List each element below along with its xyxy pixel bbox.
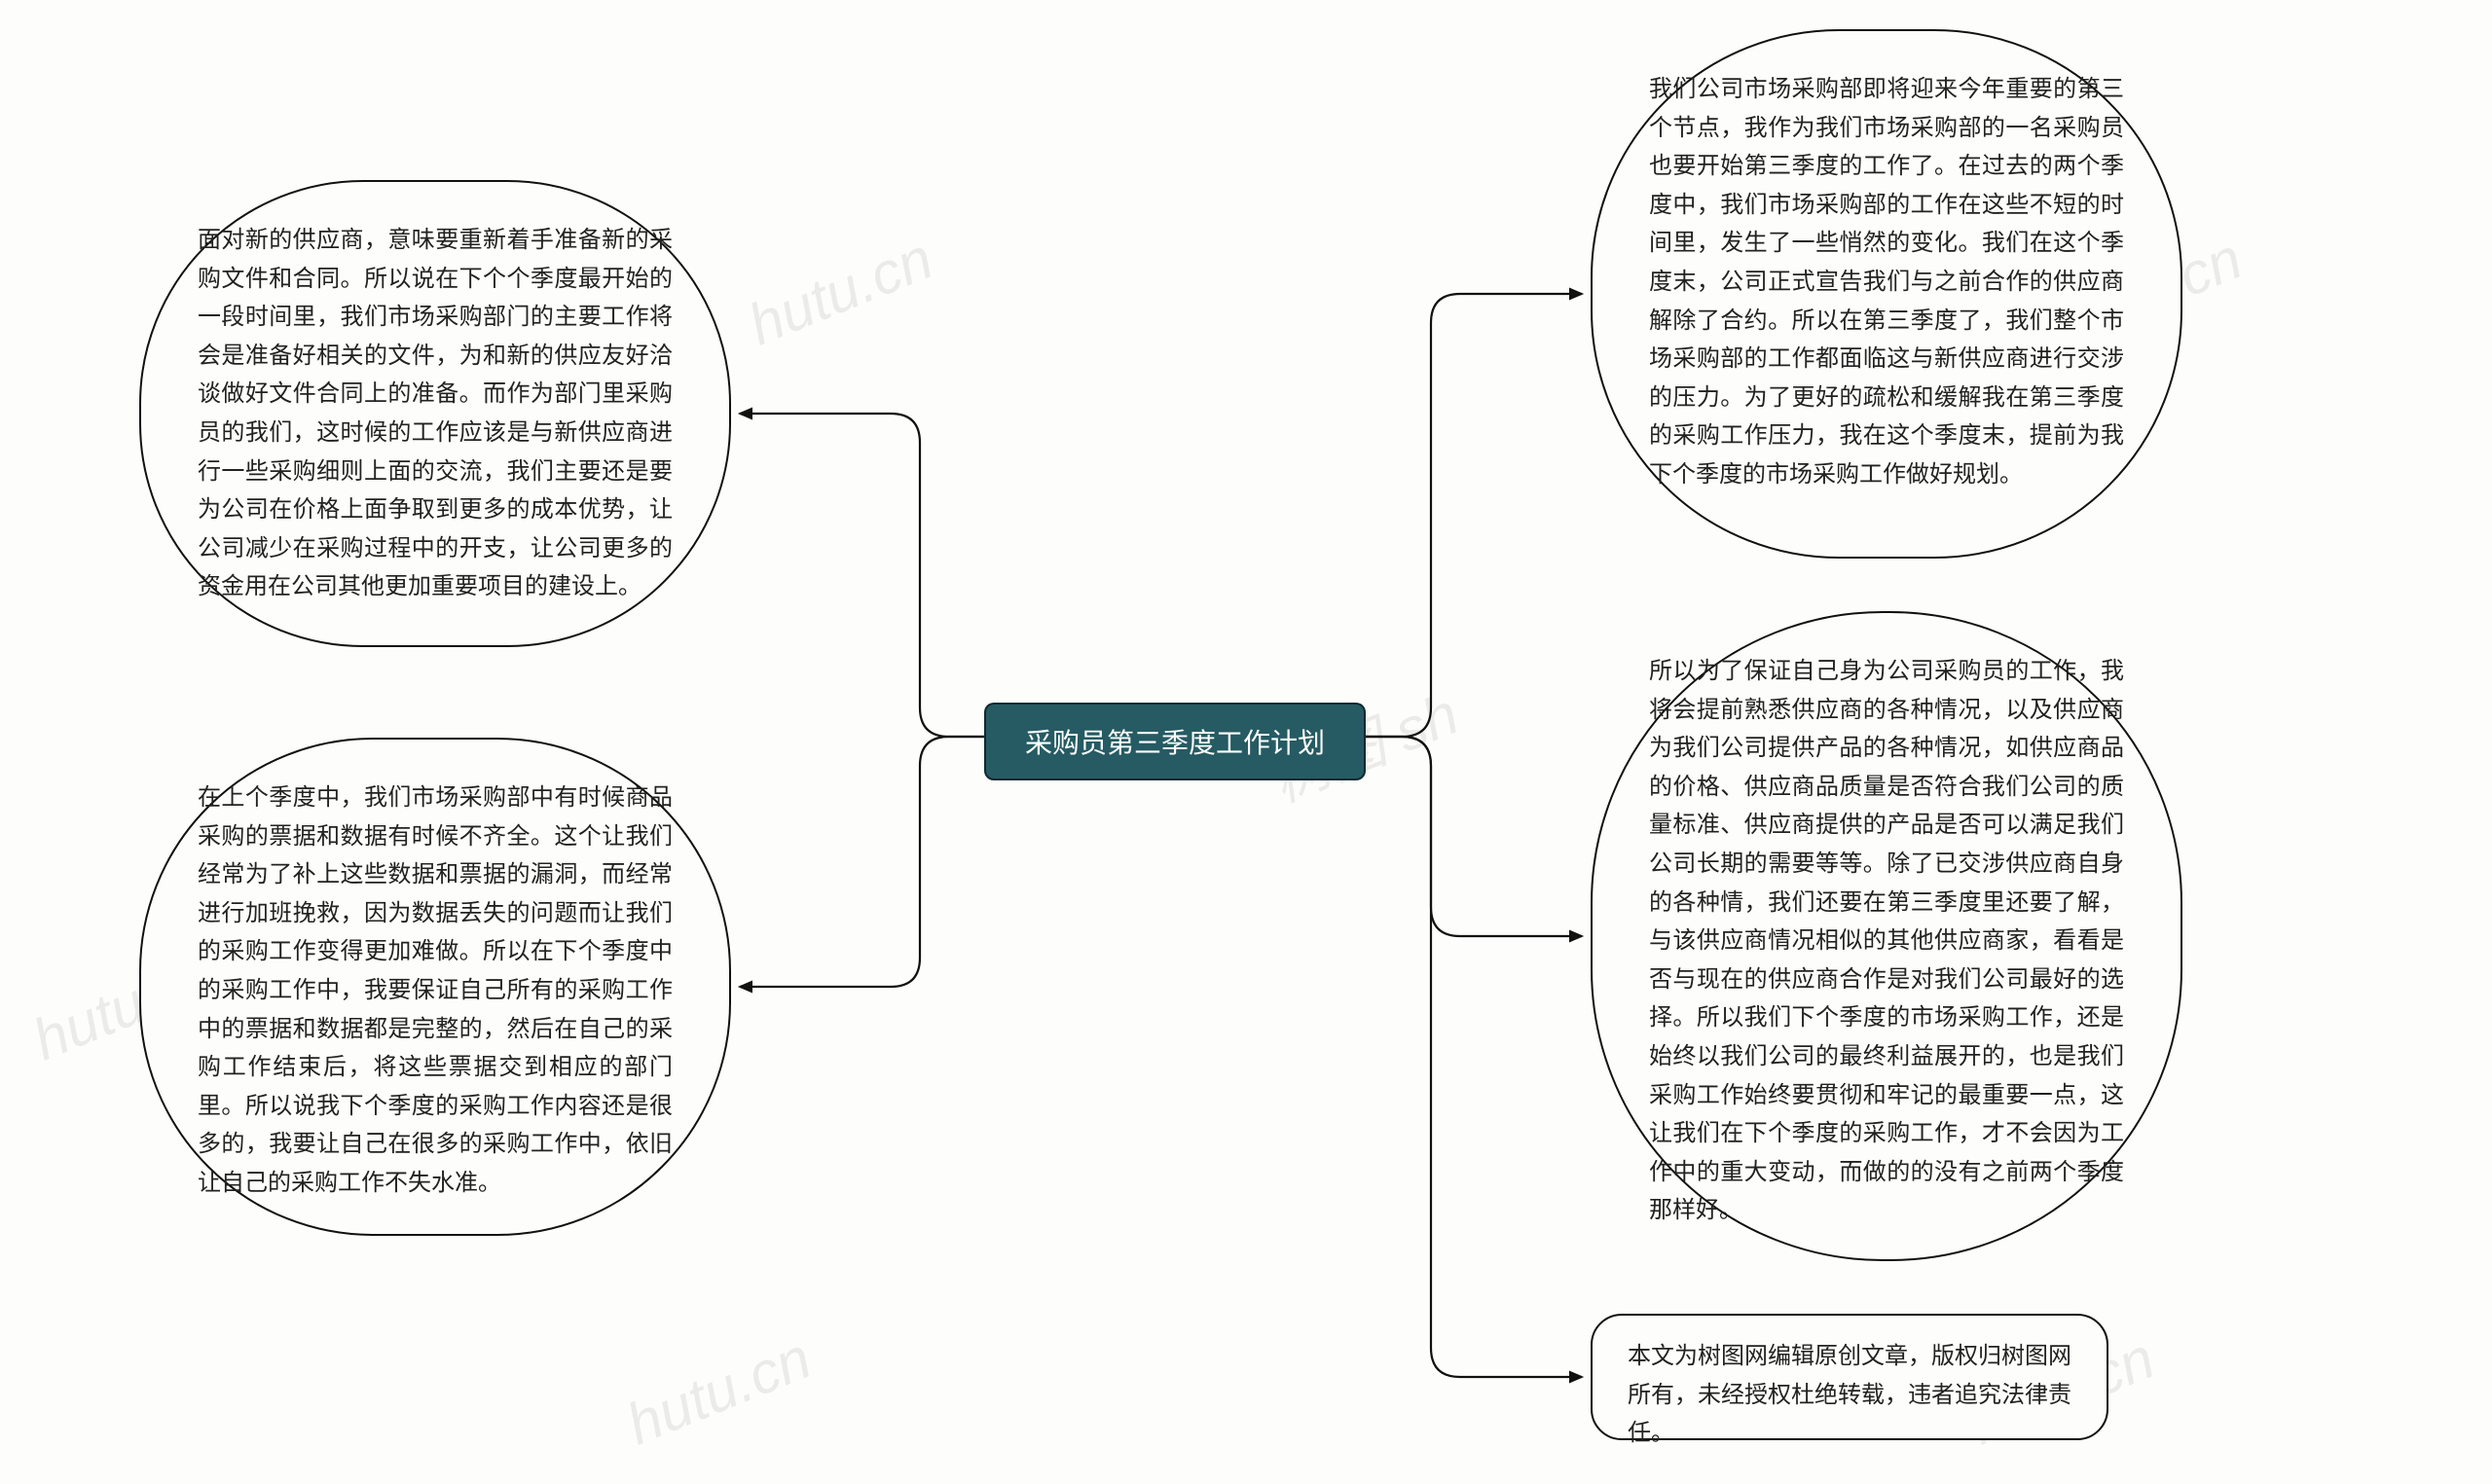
leaf-node-right3: 本文为树图网编辑原创文章，版权归树图网所有，未经授权杜绝转载，违者追究法律责任。	[1591, 1314, 2108, 1440]
leaf-node-right1: 我们公司市场采购部即将迎来今年重要的第三个节点，我作为我们市场采购部的一名采购员…	[1591, 29, 2182, 559]
leaf-node-left2: 在上个季度中，我们市场采购部中有时候商品采购的票据和数据有时候不齐全。这个让我们…	[139, 738, 731, 1236]
watermark: hutu.cn	[739, 225, 941, 359]
leaf-node-left1: 面对新的供应商，意味要重新着手准备新的采购文件和合同。所以说在下个个季度最开始的…	[139, 180, 731, 647]
mindmap-canvas: hutu.cn hutu.cn 树图 sh hutu.cn hutu.cn hu…	[0, 0, 2492, 1484]
leaf-node-right2: 所以为了保证自己身为公司采购员的工作，我将会提前熟悉供应商的各种情况，以及供应商…	[1591, 611, 2182, 1261]
watermark: hutu.cn	[617, 1324, 820, 1459]
center-node: 采购员第三季度工作计划	[984, 703, 1366, 780]
